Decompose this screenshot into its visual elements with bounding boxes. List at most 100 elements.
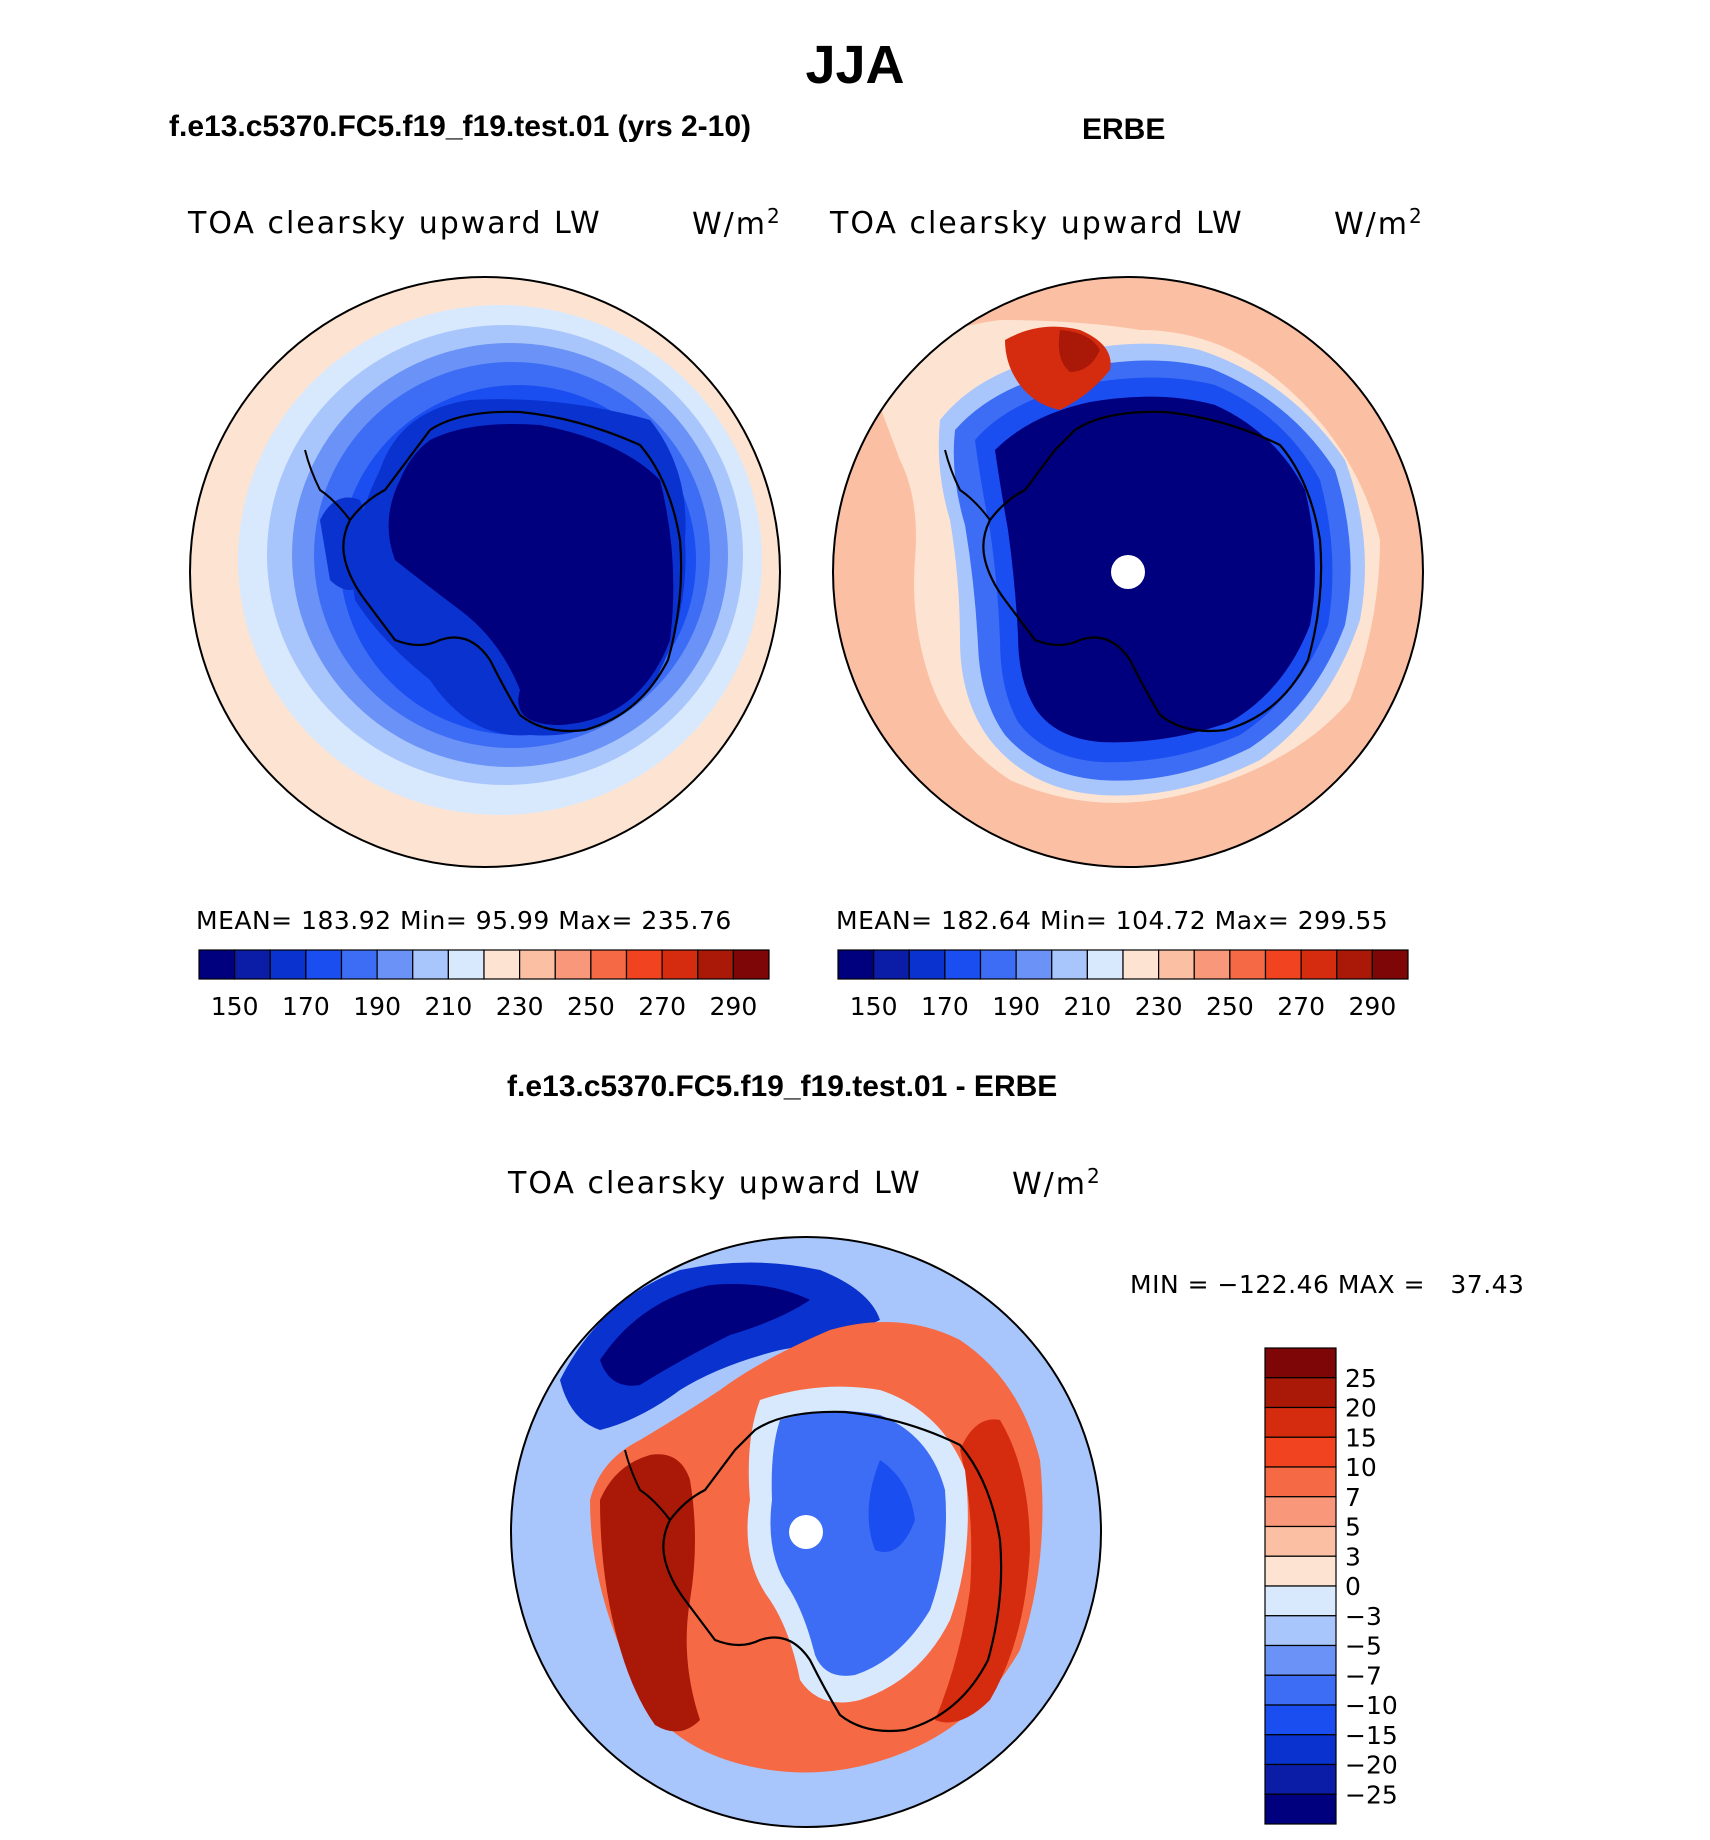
colorbar-tick-label: 290 bbox=[1349, 992, 1397, 1021]
colorbar-tick-label: 5 bbox=[1345, 1513, 1361, 1542]
colorbar-swatch bbox=[340, 949, 378, 980]
diff-map bbox=[511, 1237, 1101, 1827]
model-panel-label: TOA clearsky upward LW bbox=[188, 206, 602, 241]
colorbar-swatch bbox=[1264, 1406, 1337, 1438]
colorbar-swatch bbox=[661, 949, 699, 980]
obs-panel-units: W/m2 bbox=[1334, 204, 1424, 242]
obs-stats: MEAN= 182.64 Min= 104.72 Max= 299.55 bbox=[836, 906, 1389, 935]
colorbar-swatch bbox=[376, 949, 414, 980]
colorbar-tick-label: 3 bbox=[1345, 1542, 1361, 1571]
diff-panel-label: TOA clearsky upward LW bbox=[508, 1166, 922, 1201]
diff-stats: MIN = −122.46 MAX = 37.43 bbox=[1130, 1270, 1525, 1299]
colorbar-swatch bbox=[234, 949, 271, 980]
colorbar-swatch bbox=[305, 949, 343, 980]
colorbar-tick-label: −3 bbox=[1345, 1602, 1382, 1631]
colorbar-tick-label: 250 bbox=[1206, 992, 1254, 1021]
units-base: W/m bbox=[1334, 207, 1409, 242]
fill-cool-interior bbox=[770, 1411, 946, 1676]
obs-colorbar: 150 170 190 210 230 250 270 290 bbox=[837, 949, 1409, 1021]
peninsula-coast bbox=[944, 449, 991, 521]
colorbar-tick-label: 290 bbox=[710, 992, 758, 1021]
colorbar-swatch bbox=[1264, 1793, 1337, 1825]
colorbar-tick-label: 250 bbox=[567, 992, 615, 1021]
colorbar-tick-label: 170 bbox=[921, 992, 969, 1021]
fill-cool-core bbox=[868, 1460, 915, 1552]
units-exponent: 2 bbox=[1087, 1164, 1102, 1188]
model-map bbox=[190, 277, 780, 867]
colorbar-swatch bbox=[979, 949, 1017, 980]
colorbar-swatch bbox=[412, 949, 449, 980]
colorbar-swatch bbox=[1300, 949, 1338, 980]
colorbar-tick-label: 190 bbox=[353, 992, 401, 1021]
fill-coldest-sector bbox=[600, 1284, 810, 1386]
obs-map-border bbox=[832, 276, 1424, 868]
colorbar-swatch bbox=[1264, 1466, 1337, 1498]
colorbar-swatch bbox=[1193, 949, 1231, 980]
colorbar-swatch bbox=[1264, 1347, 1337, 1379]
colorbar-tick-label: 210 bbox=[425, 992, 473, 1021]
colorbar-tick-label: 270 bbox=[1277, 992, 1325, 1021]
coastline bbox=[662, 1410, 1003, 1733]
colorbar-swatch bbox=[1264, 1585, 1337, 1617]
units-base: W/m bbox=[1012, 1167, 1087, 1202]
colorbar-tick-label: 270 bbox=[638, 992, 686, 1021]
colorbar-swatch bbox=[1264, 1496, 1337, 1528]
units-exponent: 2 bbox=[1409, 204, 1424, 228]
colorbar-tick-label: 20 bbox=[1345, 1394, 1377, 1423]
colorbar-tick-label: 170 bbox=[282, 992, 330, 1021]
colorbar-swatch bbox=[1122, 949, 1160, 980]
colorbar-swatch bbox=[1264, 1734, 1337, 1766]
diff-case-title: f.e13.c5370.FC5.f19_f19.test.01 - ERBE bbox=[507, 1070, 1058, 1103]
colorbar-tick-label: 15 bbox=[1345, 1423, 1377, 1452]
missing-data-pole bbox=[789, 1515, 823, 1549]
colorbar-swatch bbox=[1229, 949, 1267, 980]
figure-title: JJA bbox=[805, 35, 905, 95]
fill-level-150 bbox=[995, 396, 1315, 743]
colorbar-swatch bbox=[1264, 1704, 1337, 1736]
model-stats: MEAN= 183.92 Min= 95.99 Max= 235.76 bbox=[196, 906, 732, 935]
coastline bbox=[982, 410, 1323, 733]
colorbar-swatch bbox=[590, 949, 628, 980]
colorbar-swatch bbox=[1336, 949, 1373, 980]
colorbar-swatch bbox=[1264, 949, 1302, 980]
model-case-title: f.e13.c5370.FC5.f19_f19.test.01 (yrs 2-1… bbox=[169, 110, 752, 143]
units-base: W/m bbox=[692, 207, 767, 242]
peninsula-coast bbox=[304, 449, 351, 521]
colorbar-swatch bbox=[944, 949, 982, 980]
colorbar-tick-label: −15 bbox=[1345, 1721, 1398, 1750]
obs-panel-label: TOA clearsky upward LW bbox=[830, 206, 1244, 241]
colorbar-tick-label: 230 bbox=[1135, 992, 1183, 1021]
colorbar-swatch bbox=[625, 949, 663, 980]
colorbar-swatch bbox=[1264, 1377, 1337, 1409]
colorbar-tick-label: −5 bbox=[1345, 1632, 1382, 1661]
colorbar-swatch bbox=[447, 949, 485, 980]
obs-case-title: ERBE bbox=[1082, 113, 1166, 146]
colorbar-swatch bbox=[1264, 1615, 1337, 1647]
diff-map-border bbox=[510, 1236, 1102, 1828]
fill-peninsula bbox=[320, 497, 372, 590]
colorbar-tick-label: 150 bbox=[211, 992, 259, 1021]
colorbar-swatch bbox=[908, 949, 946, 980]
diff-panel-units: W/m2 bbox=[1012, 1164, 1102, 1202]
fill-hot-sector bbox=[600, 1454, 700, 1732]
colorbar-swatch bbox=[1264, 1674, 1337, 1706]
colorbar-swatch bbox=[873, 949, 910, 980]
colorbar-tick-label: −25 bbox=[1345, 1780, 1398, 1809]
colorbar-swatch bbox=[1158, 949, 1195, 980]
colorbar-swatch bbox=[1264, 1555, 1337, 1587]
units-exponent: 2 bbox=[767, 204, 782, 228]
colorbar-swatch bbox=[1086, 949, 1124, 980]
model-colorbar: 150 170 190 210 230 250 270 290 bbox=[198, 949, 770, 1021]
colorbar-tick-label: 150 bbox=[850, 992, 898, 1021]
colorbar-swatch bbox=[554, 949, 592, 980]
colorbar-tick-label: 10 bbox=[1345, 1453, 1377, 1482]
colorbar-swatch bbox=[483, 949, 521, 980]
fill-hot-ring-east bbox=[935, 1419, 1030, 1723]
colorbar-swatch bbox=[198, 949, 236, 980]
colorbar-tick-label: 7 bbox=[1345, 1483, 1361, 1512]
colorbar-tick-label: 190 bbox=[992, 992, 1040, 1021]
colorbar-swatch bbox=[1264, 1644, 1337, 1676]
colorbar-swatch bbox=[1264, 1763, 1337, 1795]
fill-level-150 bbox=[388, 424, 674, 725]
